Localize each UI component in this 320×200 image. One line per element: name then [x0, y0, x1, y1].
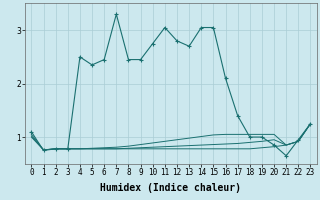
X-axis label: Humidex (Indice chaleur): Humidex (Indice chaleur) [100, 182, 241, 193]
